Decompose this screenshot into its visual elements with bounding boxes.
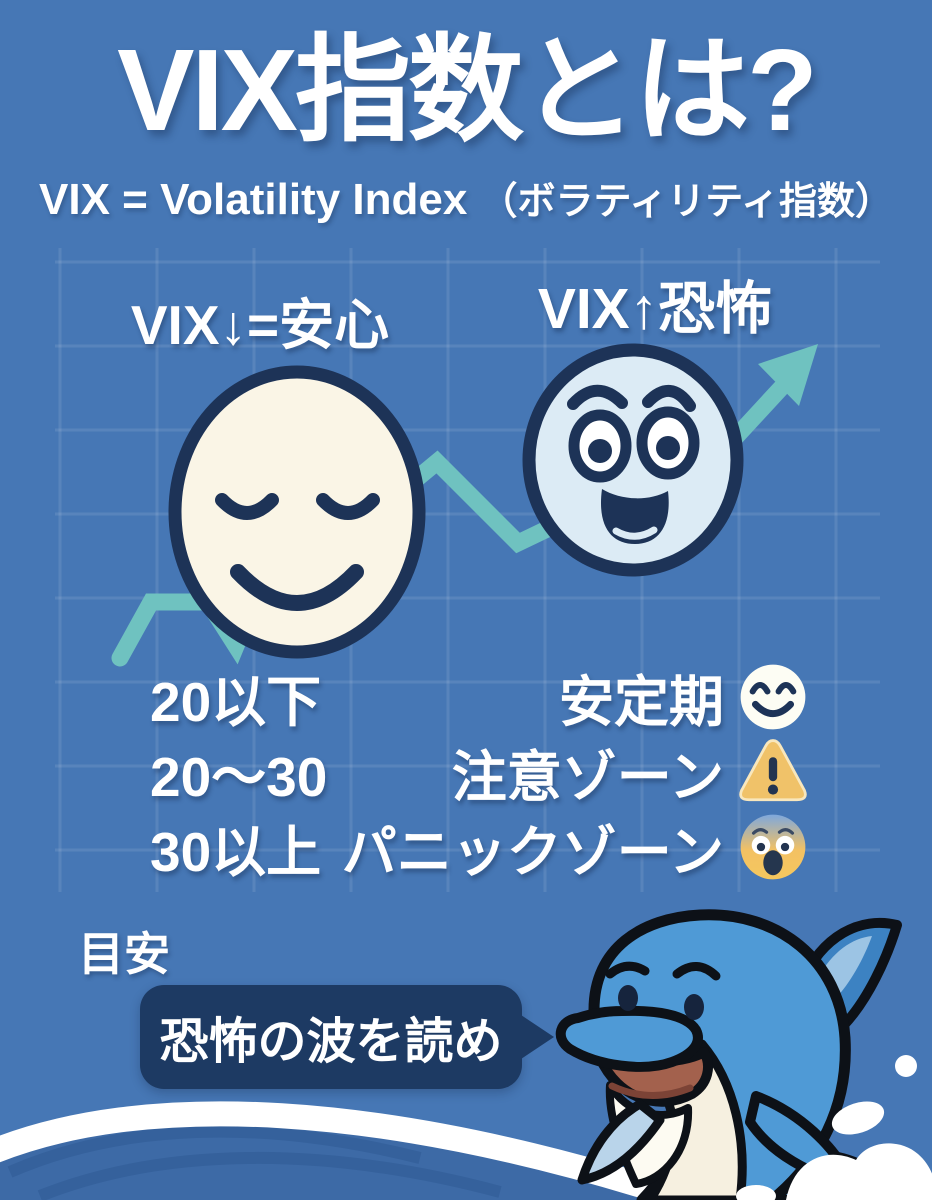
dolphin-left-fin: [577, 1099, 665, 1185]
smile-emoji-icon: [740, 664, 806, 730]
subtitle-paren: （ボラティリティ指数）: [479, 181, 893, 223]
calm-face-icon: [168, 365, 426, 659]
speech-bubble: 恐怖の波を読め: [140, 985, 522, 1089]
guide-label: 目安: [78, 928, 170, 980]
vix-low-heading: VIX↓=安心: [130, 294, 390, 356]
speech-bubble-text: 恐怖の波を読め: [159, 1014, 503, 1069]
dolphin-eye: [618, 985, 638, 1011]
page-title: VIX指数とは?: [117, 25, 818, 155]
zone-row-panic: 30以上 パニックゾーン: [150, 810, 810, 884]
vix-high-heading: VIX↑恐怖: [537, 277, 773, 341]
dolphin-eye: [684, 994, 704, 1020]
zone-range: 30以上: [150, 821, 322, 883]
vix-zone-table: 20以下 安定期 20〜30 注意ゾーン: [150, 660, 810, 885]
zone-label: パニックゾーン: [341, 821, 724, 883]
zone-range: 20以下: [150, 671, 322, 733]
zone-row-stable: 20以下 安定期: [150, 660, 810, 734]
zone-label: 安定期: [558, 671, 724, 733]
subtitle-main: VIX = Volatility Index: [39, 175, 480, 224]
zone-label: 注意ゾーン: [451, 746, 724, 808]
fearful-emoji-icon: [740, 814, 806, 880]
zone-row-caution: 20〜30 注意ゾーン: [150, 735, 810, 809]
subtitle: VIX = Volatility Index （ボラティリティ指数）: [0, 170, 932, 225]
zone-range: 20〜30: [150, 746, 328, 808]
warning-triangle-icon: [739, 739, 807, 802]
shocked-face-icon: [522, 343, 744, 577]
water-splash: [736, 1055, 932, 1200]
dolphin-snout: [555, 1005, 703, 1072]
